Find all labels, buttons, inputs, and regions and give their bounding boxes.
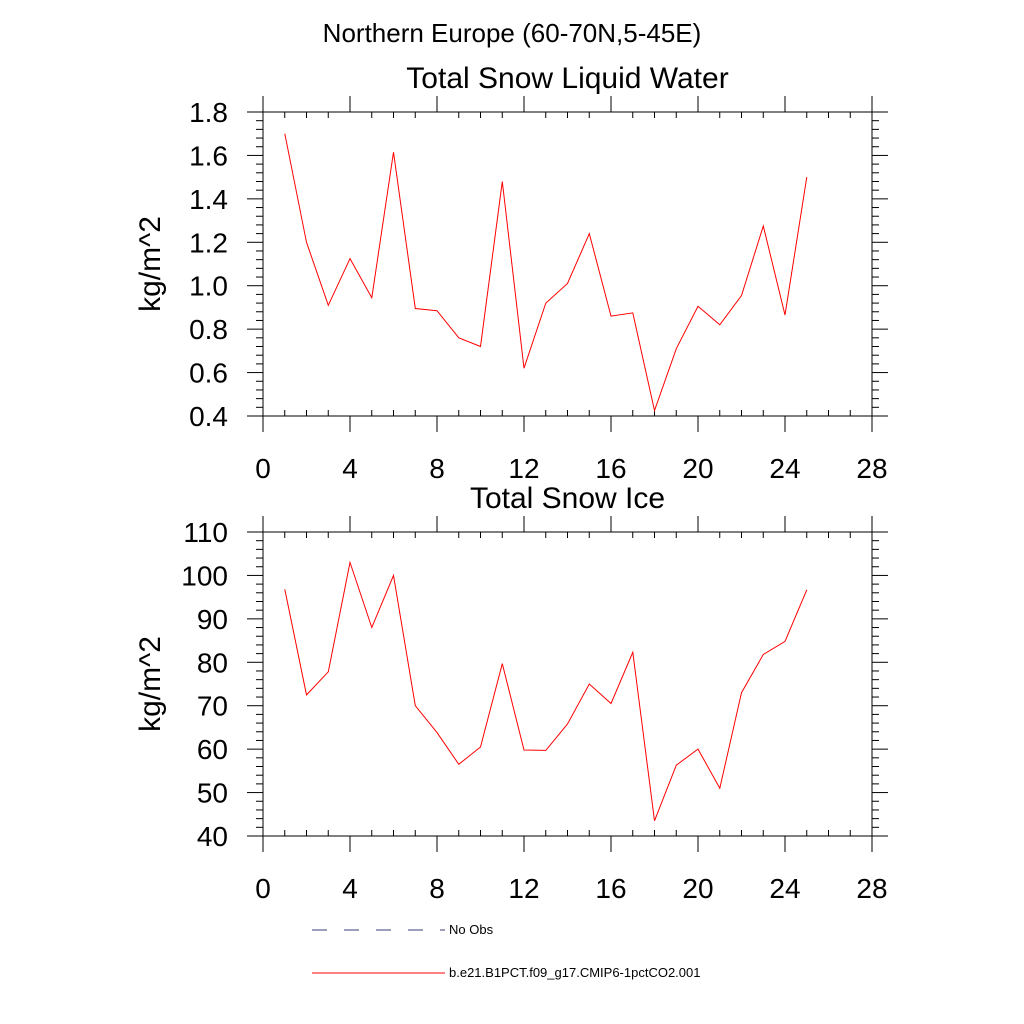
y-tick-label: 0.6 bbox=[189, 358, 228, 389]
x-tick-label: 20 bbox=[682, 453, 713, 484]
x-tick-label: 28 bbox=[856, 453, 887, 484]
y-tick-label: 110 bbox=[183, 517, 228, 548]
plot-frame bbox=[262, 531, 873, 837]
x-tick-label: 28 bbox=[856, 873, 887, 904]
y-tick-label: 0.4 bbox=[189, 401, 228, 432]
series-line-snow-liquid-water bbox=[284, 133, 808, 413]
x-tick-label: 16 bbox=[595, 873, 626, 904]
figure-title: Northern Europe (60-70N,5-45E) bbox=[323, 18, 702, 48]
legend-label-model-run: b.e21.B1PCT.f09_g17.CMIP6-1pctCO2.001 bbox=[449, 965, 700, 980]
x-tick-label: 0 bbox=[255, 873, 271, 904]
legend-label-no-obs: No Obs bbox=[449, 922, 494, 937]
y-tick-label: 100 bbox=[181, 560, 228, 591]
y-tick-label: 50 bbox=[197, 778, 228, 809]
panel-snow-ice: Total Snow Ice 0 4 8 12 16 20 24 28 40 50 60 70 80 90 1… bbox=[134, 482, 888, 904]
x-tick-label: 20 bbox=[682, 873, 713, 904]
x-tick-label: 4 bbox=[342, 453, 358, 484]
x-tick-label: 4 bbox=[342, 873, 358, 904]
panel-snow-liquid-water: Total Snow Liquid Water 0 4 8 12 16 20 24 28 0.4 0… bbox=[134, 62, 888, 484]
y-tick-label: 1.6 bbox=[189, 140, 228, 171]
y-tick-label: 1.4 bbox=[189, 184, 228, 215]
x-tick-label: 24 bbox=[769, 453, 800, 484]
x-tick-label: 8 bbox=[429, 873, 445, 904]
y-tick-label: 80 bbox=[197, 647, 228, 678]
legend: No Obs b.e21.B1PCT.f09_g17.CMIP6-1pctCO2… bbox=[312, 922, 700, 980]
x-tick-label: 24 bbox=[769, 873, 800, 904]
legend-entry-model-run: b.e21.B1PCT.f09_g17.CMIP6-1pctCO2.001 bbox=[312, 965, 700, 980]
y-tick-label: 1.0 bbox=[189, 271, 228, 302]
y-tick-label: 0.8 bbox=[189, 314, 228, 345]
y-tick-label: 40 bbox=[197, 821, 228, 852]
y-axis-label: kg/m^2 bbox=[134, 216, 167, 312]
series-line-snow-ice bbox=[284, 560, 808, 821]
panel-title-snow-ice: Total Snow Ice bbox=[470, 482, 665, 515]
y-tick-label: 60 bbox=[197, 734, 228, 765]
x-tick-label: 16 bbox=[595, 453, 626, 484]
y-tick-label: 1.8 bbox=[189, 97, 228, 128]
y-axis-label: kg/m^2 bbox=[134, 636, 167, 732]
panel-title-snow-liquid-water: Total Snow Liquid Water bbox=[406, 62, 728, 95]
legend-entry-no-obs: No Obs bbox=[312, 922, 494, 937]
plot-frame bbox=[262, 111, 873, 417]
x-tick-label: 0 bbox=[255, 453, 271, 484]
x-tick-label: 12 bbox=[508, 873, 539, 904]
y-tick-label: 70 bbox=[197, 691, 228, 722]
x-tick-label: 8 bbox=[429, 453, 445, 484]
y-tick-label: 1.2 bbox=[189, 227, 228, 258]
x-tick-label: 12 bbox=[508, 453, 539, 484]
y-tick-label: 90 bbox=[197, 604, 228, 635]
